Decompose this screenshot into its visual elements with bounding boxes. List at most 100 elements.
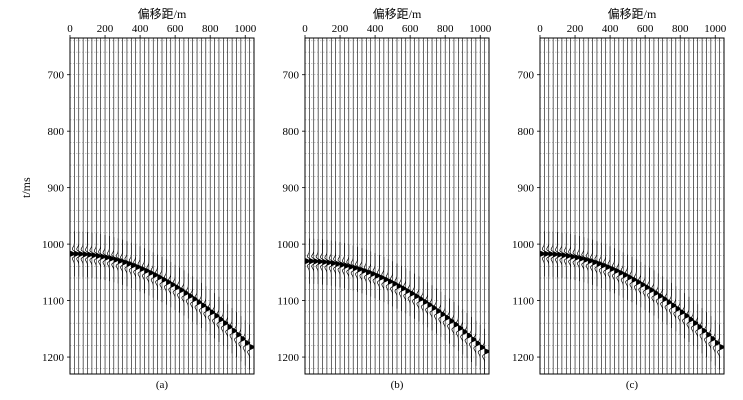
x-tick-label: 200 [332, 23, 349, 35]
wiggle-fill [548, 231, 554, 277]
x-tick-label: 800 [437, 23, 454, 35]
plot-frame [69, 37, 255, 375]
wiggle-fill [583, 237, 589, 283]
wiggle-fill [135, 244, 141, 290]
wiggle-fill [418, 276, 424, 322]
wiggle-fill [249, 324, 254, 370]
y-tick-label: 1000 [277, 239, 300, 251]
wiggle-fill [214, 293, 220, 339]
wiggle-fill [719, 324, 724, 370]
wiggle-fill [596, 241, 602, 287]
y-tick-label: 1100 [512, 296, 534, 308]
wiggle-fill [83, 231, 88, 277]
wiggle-fill [614, 248, 620, 294]
panel-1: 0 200 400 600 800 1000 700 800 900 1000 1100 1200 偏移… [19, 6, 257, 391]
wiggle-fill [109, 235, 115, 282]
wiggle-fill [223, 300, 228, 346]
wiggle-trace [247, 324, 254, 370]
wiggle-fill [636, 259, 641, 305]
wiggle-fill [627, 254, 633, 300]
wiggle-fill [601, 242, 606, 288]
x-tick-label: 600 [402, 23, 419, 35]
wiggle-fill [361, 248, 367, 294]
x-tick-label: 200 [567, 23, 584, 35]
wiggle-fill [305, 238, 310, 284]
wiggle-fill [579, 235, 585, 282]
wiggle-fill [658, 273, 663, 319]
x-tick-label: 1000 [469, 23, 492, 35]
wiggle-fill [680, 289, 685, 335]
wiggle-fill [618, 250, 624, 296]
wiggle-fill [140, 246, 145, 292]
wiggle-fill [383, 256, 389, 303]
wiggle-fill [427, 282, 433, 328]
wiggle-fill [471, 316, 477, 362]
wiggle-fill [175, 264, 180, 310]
wiggle-fill [640, 262, 646, 308]
y-tick-label: 1200 [42, 352, 65, 364]
wiggle-fill [326, 239, 332, 286]
wiggle-fill [379, 254, 385, 301]
x-axis-title: 偏移距/m [373, 6, 422, 21]
panel-3: 0 200 400 600 800 1000 700 800 900 1000 1100 1200 偏移… [512, 6, 727, 391]
wiggle-fill [405, 268, 411, 314]
y-tick-label: 900 [48, 183, 65, 195]
x-tick-label: 400 [602, 23, 619, 35]
traces [540, 38, 724, 374]
wiggle-fill [366, 249, 371, 295]
wiggle-fill [74, 231, 79, 277]
traces [305, 38, 489, 374]
wiggle-fill [201, 282, 207, 329]
wiggle-fill [166, 259, 171, 305]
x-tick-label: 0 [302, 23, 308, 35]
wiggle-fill [649, 267, 655, 313]
wiggle-fill [623, 252, 628, 298]
wiggle-fill [210, 289, 215, 335]
panel-2: 0 200 400 600 800 1000 700 800 900 1000 1100 1200 偏移… [277, 6, 492, 391]
wiggle-fill [344, 243, 350, 289]
y-tick-label: 700 [283, 70, 300, 82]
wiggle-fill [675, 286, 681, 332]
y-tick-label: 1200 [512, 352, 535, 364]
wiggle-fill [610, 246, 615, 292]
wiggle-fill [227, 304, 233, 350]
wiggle-fill [153, 252, 158, 298]
y-tick-label: 1200 [277, 352, 300, 364]
wiggle-trace [717, 324, 724, 370]
x-tick-label: 400 [132, 23, 149, 35]
wiggle-fill [126, 241, 132, 287]
wiggle-fill [410, 270, 415, 317]
wiggle-fill [436, 288, 442, 334]
wiggle-fill [392, 261, 398, 307]
wiggle-fill [561, 232, 567, 278]
x-axis-title: 偏移距/m [608, 6, 657, 21]
wiggle-fill [162, 257, 167, 303]
y-tick-label: 1000 [512, 239, 535, 251]
wiggle-fill [218, 296, 224, 342]
wiggle-fill [357, 246, 363, 292]
y-tick-label: 700 [48, 70, 65, 82]
wiggle-fill [192, 276, 198, 322]
panel-caption: (c) [626, 379, 639, 391]
wiggle-fill [432, 285, 437, 331]
wiggle-fill [322, 239, 328, 285]
wiggle-fill [375, 253, 380, 299]
wiggle-fill [100, 234, 106, 280]
wiggle-fill [697, 304, 703, 350]
y-tick-label: 700 [518, 70, 535, 82]
wiggle-fill [388, 259, 393, 305]
wiggle-fill [484, 328, 489, 374]
wiggle-fill [348, 244, 354, 290]
wiggle-fill [118, 238, 123, 284]
wiggle-fill [113, 237, 119, 283]
wiggle-fill [671, 282, 677, 329]
plot-frame [304, 37, 490, 375]
wiggle-fill [87, 232, 93, 278]
wiggle-fill [575, 234, 580, 281]
wiggle-fill [557, 232, 563, 278]
wiggle-fill [693, 300, 698, 346]
wiggle-fill [605, 244, 611, 290]
x-tick-label: 1000 [234, 23, 257, 35]
wiggle-fill [467, 312, 472, 359]
